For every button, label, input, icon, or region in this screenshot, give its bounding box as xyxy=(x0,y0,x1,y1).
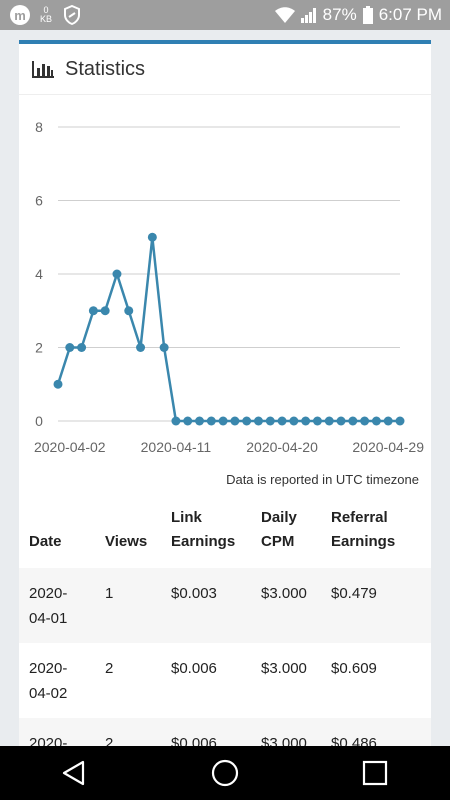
home-icon xyxy=(211,759,239,787)
data-point xyxy=(65,343,75,352)
data-point xyxy=(88,306,98,316)
timezone-note: Data is reported in UTC timezone xyxy=(226,472,419,487)
cell-views: 1 xyxy=(95,568,161,643)
wifi-icon xyxy=(274,7,295,23)
data-point xyxy=(324,416,334,426)
network-speed-unit: KB xyxy=(40,14,53,24)
data-point xyxy=(147,232,157,242)
table-row: 2020- 04-02 2 $0.006 $3.000 $0.609 xyxy=(19,643,431,718)
cell-referral-earnings: $0.609 xyxy=(321,643,431,718)
data-point xyxy=(395,416,405,426)
header-link-earnings: Link Earnings xyxy=(171,509,236,550)
card-title: Statistics xyxy=(65,57,146,80)
statistics-table: Date Views Link Earnings Daily CPM Referra… xyxy=(19,500,431,750)
y-tick-label: 6 xyxy=(35,193,43,209)
data-point xyxy=(336,416,346,426)
x-tick-label: 2020-04-29 xyxy=(352,439,424,455)
data-point xyxy=(277,416,287,426)
header-referral-earnings: Referral Earnings xyxy=(331,509,396,550)
battery-percent: 87% xyxy=(322,5,357,24)
data-point xyxy=(77,343,87,352)
back-icon xyxy=(62,760,85,786)
data-point xyxy=(348,416,358,426)
cell-date: 2020- 04-02 xyxy=(19,643,95,718)
data-point xyxy=(242,416,252,426)
cell-referral-earnings: $0.486 xyxy=(321,718,431,750)
data-point xyxy=(171,416,181,426)
x-tick-label: 2020-04-20 xyxy=(246,439,318,455)
recents-button[interactable] xyxy=(355,753,395,793)
y-tick-label: 4 xyxy=(35,266,43,282)
data-point xyxy=(265,416,275,426)
back-button[interactable] xyxy=(55,753,95,793)
data-point xyxy=(112,269,122,279)
recents-icon xyxy=(362,760,388,786)
data-point xyxy=(312,416,322,426)
data-point xyxy=(100,306,110,316)
data-point xyxy=(289,416,299,426)
cell-date: 2020- 04-01 xyxy=(19,568,95,643)
y-tick-label: 0 xyxy=(35,413,43,429)
x-tick-label: 2020-04-11 xyxy=(141,439,212,455)
table-header-row: Date Views Link Earnings Daily CPM Referra… xyxy=(19,500,431,568)
chart-area: 0 2 4 6 8 2020-04-02 2020-04-11 2020-04-20 2020-… xyxy=(19,95,431,487)
data-point xyxy=(371,416,381,426)
data-point xyxy=(124,306,134,316)
table-row: 2020- 04-01 1 $0.003 $3.000 $0.479 xyxy=(19,568,431,643)
cell-views: 2 xyxy=(95,718,161,750)
battery-icon xyxy=(362,6,373,24)
header-daily-cpm: Daily CPM xyxy=(261,509,297,550)
data-point xyxy=(195,416,205,426)
data-point xyxy=(136,343,146,352)
y-tick-label: 8 xyxy=(35,119,43,135)
cell-daily-cpm: $3.000 xyxy=(251,643,321,718)
statistics-card: Statistics 0 2 4 6 8 2020-04-02 2020-04-11 2020… xyxy=(19,40,431,750)
data-point xyxy=(206,416,216,426)
app-notification-icon: m xyxy=(10,5,30,25)
data-point xyxy=(183,416,193,426)
bar-chart-icon xyxy=(32,61,54,78)
home-button[interactable] xyxy=(205,753,245,793)
network-speed-indicator: 0 KB xyxy=(40,6,52,24)
status-bar: m 0 KB 87% 6:07 PM xyxy=(0,0,450,30)
card-header: Statistics xyxy=(19,44,431,95)
y-tick-label: 2 xyxy=(35,340,43,356)
cell-daily-cpm: $3.000 xyxy=(251,718,321,750)
data-point xyxy=(253,416,263,426)
clock: 6:07 PM xyxy=(378,5,442,24)
cell-referral-earnings: $0.479 xyxy=(321,568,431,643)
navigation-bar xyxy=(0,746,450,800)
shield-icon xyxy=(64,5,81,25)
statistics-line-chart: 0 2 4 6 8 2020-04-02 2020-04-11 2020-04-20 2020-… xyxy=(34,119,424,455)
header-date: Date xyxy=(29,533,62,550)
cell-link-earnings: $0.003 xyxy=(161,568,251,643)
cell-link-earnings: $0.006 xyxy=(161,643,251,718)
data-point xyxy=(230,416,240,426)
header-views: Views xyxy=(105,533,148,550)
x-tick-label: 2020-04-02 xyxy=(34,439,106,455)
data-point xyxy=(218,416,228,426)
series-line xyxy=(56,236,400,423)
data-point xyxy=(383,416,393,426)
cell-daily-cpm: $3.000 xyxy=(251,568,321,643)
data-point xyxy=(159,343,169,352)
signal-icon xyxy=(300,8,316,23)
data-point xyxy=(53,379,63,389)
network-speed-value: 0 xyxy=(43,5,49,15)
data-point xyxy=(301,416,311,426)
data-point xyxy=(360,416,370,426)
cell-views: 2 xyxy=(95,643,161,718)
